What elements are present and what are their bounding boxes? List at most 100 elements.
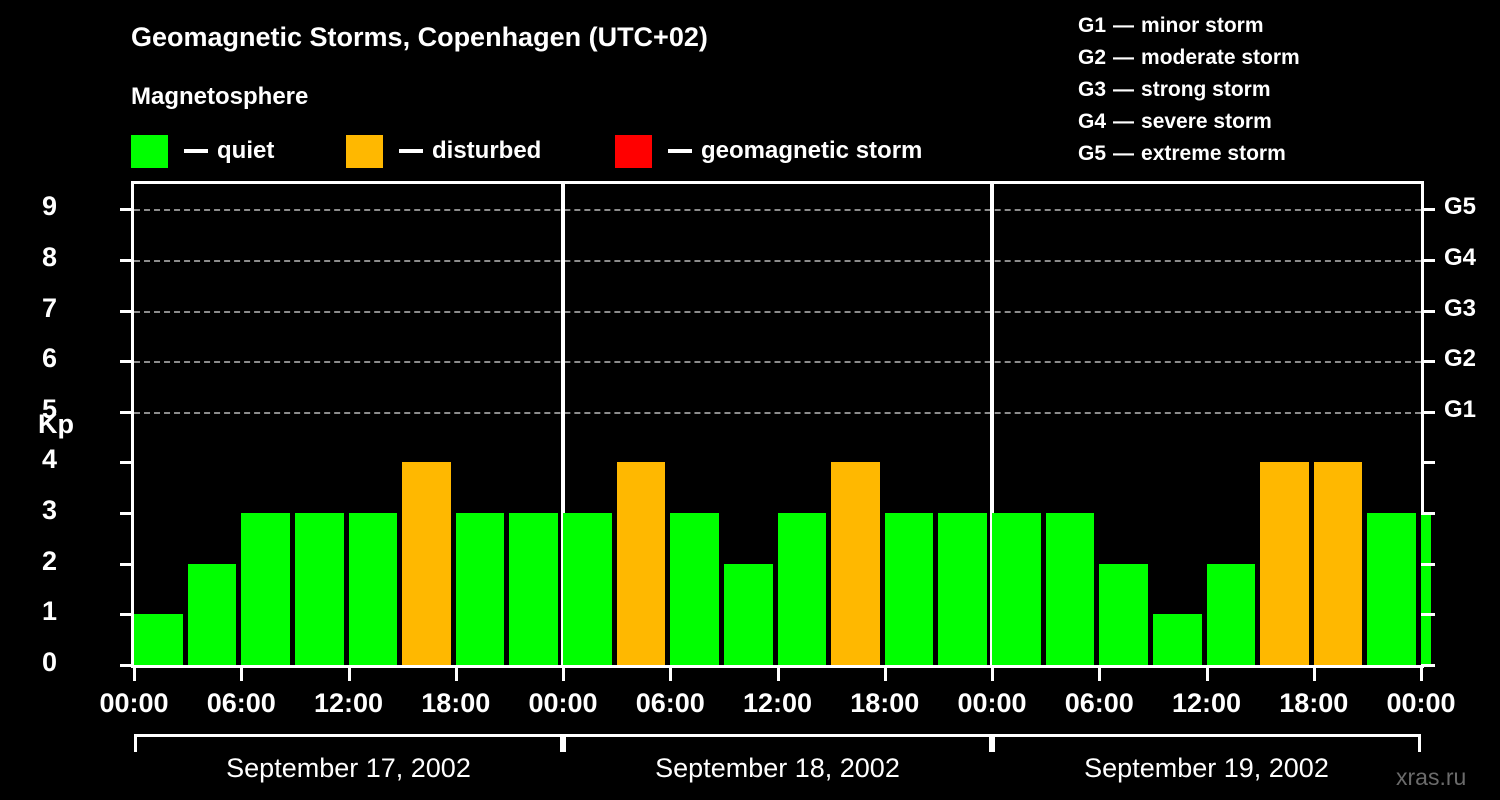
g-scale-legend: G1 — minor storm G2 — moderate storm G3 — strong… xyxy=(1078,14,1300,174)
page-title: Geomagnetic Storms, Copenhagen (UTC+02) xyxy=(131,22,708,52)
g-code: G5 xyxy=(1078,142,1107,165)
kp-bar xyxy=(1099,563,1148,665)
kp-bar xyxy=(348,513,398,665)
g-legend-row-g3: G3 — strong storm xyxy=(1078,78,1300,110)
gridline xyxy=(134,411,1421,414)
g-code: G3 xyxy=(1078,78,1107,101)
x-axis-tick-label: 00:00 xyxy=(528,688,598,718)
g-axis-tick-label: G3 xyxy=(1444,294,1477,322)
kp-bar xyxy=(616,462,666,665)
x-tick xyxy=(669,668,673,681)
x-tick xyxy=(562,668,565,681)
g-description: strong storm xyxy=(1141,78,1271,101)
y-axis-tick-label: 4 xyxy=(41,444,57,475)
day-bracket xyxy=(992,734,1421,752)
x-tick xyxy=(776,668,780,681)
legend-label: geomagnetic storm xyxy=(701,137,923,164)
x-tick xyxy=(1098,668,1102,681)
x-tick xyxy=(133,668,136,681)
x-tick xyxy=(883,668,887,681)
kp-bar xyxy=(831,462,880,665)
gridline xyxy=(134,259,1421,262)
y-axis-tick-label: 2 xyxy=(41,545,57,576)
g-legend-row-g2: G2 — moderate storm xyxy=(1078,46,1300,78)
g-separator-dash: — xyxy=(1113,110,1135,133)
g-axis-tick-label: G4 xyxy=(1444,243,1477,271)
x-axis-tick-label: 06:00 xyxy=(635,688,705,718)
kp-bar xyxy=(1367,513,1416,665)
kp-bar xyxy=(992,513,1041,665)
y-tick-left xyxy=(120,258,134,262)
y-tick-left xyxy=(120,664,134,667)
y-tick-left xyxy=(120,613,134,617)
day-label: September 18, 2002 xyxy=(655,753,900,783)
legend-swatch-icon xyxy=(131,134,168,168)
day-separators-layer xyxy=(134,184,1421,665)
y-tick-right xyxy=(1421,664,1435,667)
g-legend-row-g4: G4 — severe storm xyxy=(1078,110,1300,142)
x-axis-tick-label: 06:00 xyxy=(206,688,276,718)
y-tick-right xyxy=(1421,258,1435,262)
x-tick xyxy=(1205,668,1209,681)
kp-bar xyxy=(884,513,934,665)
plot-area xyxy=(120,181,1435,668)
y-tick-right xyxy=(1421,461,1435,465)
kp-bar xyxy=(1206,563,1256,665)
gridline xyxy=(134,310,1421,313)
kp-bar xyxy=(1313,462,1363,665)
y-axis-tick-label: 3 xyxy=(41,495,57,526)
y-axis-tick-label: 8 xyxy=(41,241,57,272)
y-tick-left xyxy=(120,360,134,364)
x-tick xyxy=(347,668,351,681)
kp-bar xyxy=(241,513,290,665)
g-legend-row-g1: G1 — minor storm xyxy=(1078,14,1300,46)
kp-bar xyxy=(670,513,719,665)
y-tick-left xyxy=(120,512,134,516)
kp-bar xyxy=(402,462,451,665)
x-axis-tick-label: 00:00 xyxy=(1386,688,1456,718)
x-axis-tick-label: 12:00 xyxy=(313,688,384,718)
legend-disturbed: disturbed xyxy=(346,131,541,171)
x-axis-tick-label: 18:00 xyxy=(1279,688,1349,718)
x-tick xyxy=(991,668,994,681)
y-tick-left xyxy=(120,461,134,465)
kp-bar xyxy=(777,513,827,665)
g-description: extreme storm xyxy=(1141,142,1286,165)
x-axis-tick-label: 12:00 xyxy=(1171,688,1242,718)
kp-bar xyxy=(1045,513,1095,665)
g-code: G1 xyxy=(1078,14,1107,37)
y-tick-right xyxy=(1421,410,1435,414)
y-tick-left xyxy=(120,562,134,566)
kp-bar xyxy=(509,513,558,665)
y-axis-tick-label: 6 xyxy=(41,343,57,374)
g-separator-dash: — xyxy=(1113,142,1135,165)
g-description: moderate storm xyxy=(1141,46,1300,69)
y-tick-right xyxy=(1421,208,1435,212)
gridline xyxy=(134,361,1421,364)
x-tick xyxy=(1312,668,1316,681)
x-tick xyxy=(1420,668,1423,681)
y-axis-tick-label: 7 xyxy=(41,292,57,323)
x-axis-tick-label: 00:00 xyxy=(957,688,1027,718)
x-axis-tick-label: 18:00 xyxy=(850,688,920,718)
gridline xyxy=(134,209,1421,212)
y-axis-tick-label: 9 xyxy=(41,191,57,222)
legend-label: quiet xyxy=(217,137,275,164)
x-axis-tick-label: 00:00 xyxy=(99,688,169,718)
kp-bar xyxy=(134,614,183,665)
x-tick xyxy=(454,668,458,681)
y-tick-left xyxy=(120,309,134,313)
g-description: minor storm xyxy=(1141,14,1264,37)
legend-storm: geomagnetic storm xyxy=(615,131,922,171)
gridlines-layer xyxy=(134,184,1421,665)
day-label: September 19, 2002 xyxy=(1084,753,1329,783)
chart-subtitle: Magnetosphere xyxy=(131,83,309,110)
kp-bar xyxy=(455,513,505,665)
legend-quiet: quiet xyxy=(131,131,274,171)
g-code: G2 xyxy=(1078,46,1107,69)
g-legend-row-g5: G5 — extreme storm xyxy=(1078,142,1300,174)
x-axis-tick-label: 12:00 xyxy=(742,688,813,718)
g-separator-dash: — xyxy=(1113,46,1135,69)
y-tick-right xyxy=(1421,562,1435,566)
